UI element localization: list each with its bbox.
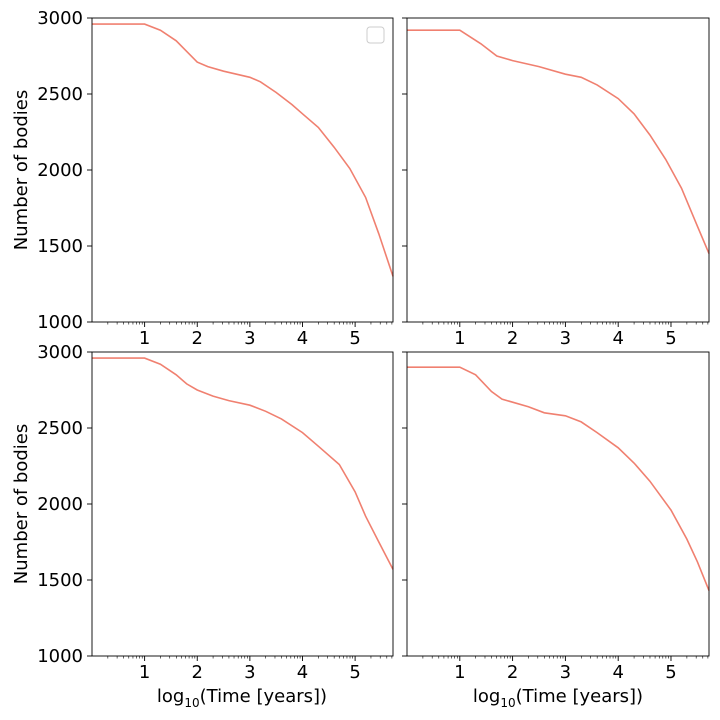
x-label-prefix: log: [473, 686, 500, 707]
plot-frame: [91, 17, 394, 323]
y-tick-label: 3000: [37, 8, 83, 29]
y-axis-label-top: Number of bodies: [11, 90, 32, 250]
plot-frame: [406, 351, 710, 657]
x-tick-label: 2: [192, 328, 203, 349]
x-tick-label: 4: [297, 328, 308, 349]
panel-top-left: 1 2 3 4 5 1000 1500 2000 2500 3000: [37, 8, 394, 349]
y-tick-label: 1500: [37, 570, 83, 591]
y-tick-label: 3000: [37, 342, 83, 363]
series-line: [407, 29, 710, 254]
y-axis-label-bottom: Number of bodies: [11, 424, 32, 584]
x-axis-label-left: log10(Time [years]): [157, 686, 327, 710]
x-tick-label: 1: [139, 328, 150, 349]
plot-frame: [91, 351, 394, 657]
x-tick-label: 5: [349, 662, 360, 683]
x-tick-label: 5: [349, 328, 360, 349]
x-label-subscript: 10: [500, 696, 515, 710]
x-label-prefix: log: [157, 686, 184, 707]
y-tick-label: 1500: [37, 236, 83, 257]
y-tick-label: 1000: [37, 312, 83, 333]
x-tick-label: 3: [244, 662, 255, 683]
x-tick-label: 5: [665, 328, 676, 349]
x-tick-label: 3: [560, 662, 571, 683]
x-label-suffix: (Time [years]): [516, 686, 643, 707]
x-tick-label: 3: [244, 328, 255, 349]
x-tick-label: 4: [612, 328, 623, 349]
x-tick-label: 2: [507, 328, 518, 349]
x-tick-label: 4: [297, 662, 308, 683]
plot-frame: [406, 17, 710, 323]
legend-box: [366, 26, 385, 44]
y-tick-label: 2500: [37, 84, 83, 105]
panel-top-right: 1 2 3 4 5: [402, 17, 710, 349]
x-tick-label: 1: [454, 662, 465, 683]
y-tick-label: 2000: [37, 160, 83, 181]
x-tick-label: 5: [665, 662, 676, 683]
x-tick-label: 1: [139, 662, 150, 683]
series-line: [407, 366, 710, 591]
y-tick-label: 1000: [37, 646, 83, 667]
x-label-subscript: 10: [184, 696, 199, 710]
x-tick-label: 1: [454, 328, 465, 349]
x-tick-label: 2: [507, 662, 518, 683]
x-tick-label: 4: [612, 662, 623, 683]
series-line: [92, 357, 394, 570]
y-tick-label: 2500: [37, 418, 83, 439]
series-line: [92, 23, 394, 277]
panel-bottom-right: 1 2 3 4 5: [402, 351, 710, 683]
panel-bottom-left: 1 2 3 4 5 1000 1500 2000 2500 3000: [37, 342, 394, 683]
x-axis-label-right: log10(Time [years]): [473, 686, 643, 710]
y-tick-label: 2000: [37, 494, 83, 515]
x-label-suffix: (Time [years]): [200, 686, 327, 707]
x-tick-label: 2: [192, 662, 203, 683]
x-tick-label: 3: [560, 328, 571, 349]
